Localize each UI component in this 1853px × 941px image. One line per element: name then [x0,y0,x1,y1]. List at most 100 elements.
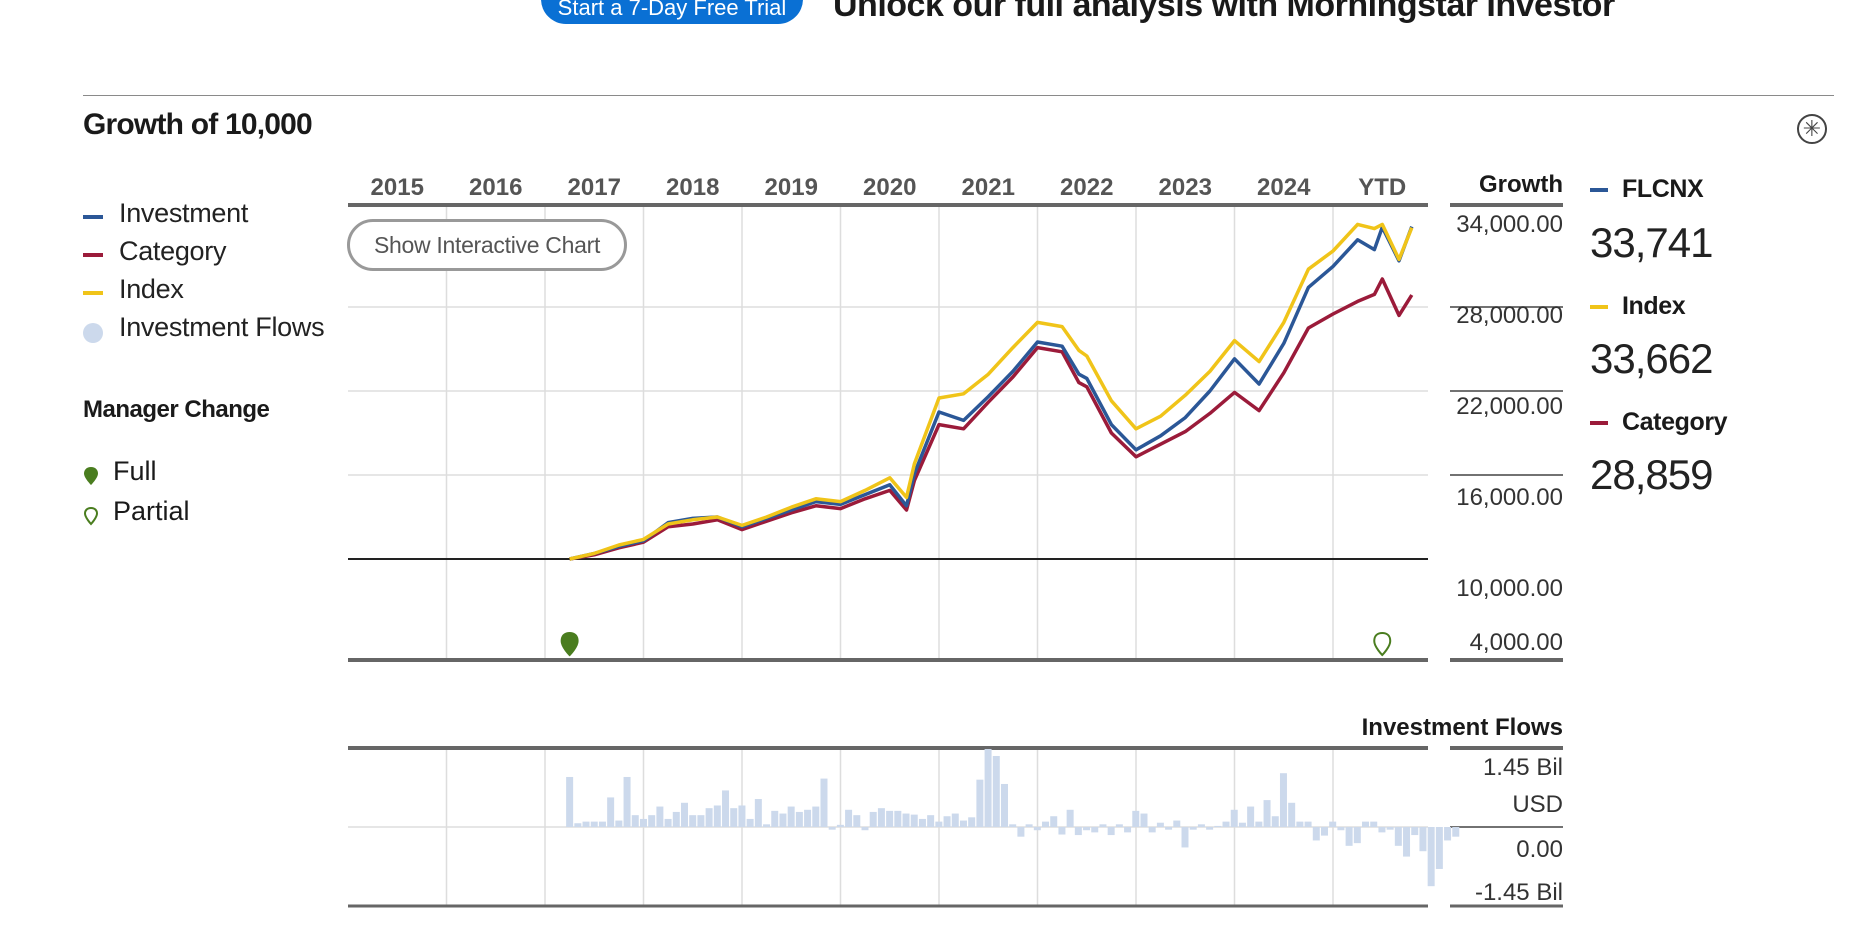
flow-bar [713,805,721,827]
flow-bar [615,820,623,827]
show-interactive-chart-button[interactable]: Show Interactive Chart [347,219,627,271]
flow-bar [845,809,853,827]
flow-bar [1140,813,1148,827]
expand-icon[interactable]: ✳ [1797,114,1827,144]
pin-filled-icon [84,467,98,485]
flow-bar [738,805,746,827]
flow-bar [1362,821,1370,827]
flow-bar [812,806,820,827]
flow-bar [1033,827,1041,831]
free-trial-button[interactable]: Start a 7-Day Free Trial [541,0,803,24]
flow-bar [763,824,771,827]
flow-bar [1296,821,1304,827]
flow-bar [1288,802,1296,827]
manager-change-title: Manager Change [83,396,270,423]
flow-bar [828,827,836,830]
flow-bar [1247,806,1255,827]
flow-bar [1419,827,1427,852]
flow-bar [1312,827,1320,841]
year-label: 2023 [1159,174,1212,201]
flows-tick-label: 0.00 [1516,836,1563,863]
flow-bar [680,802,688,827]
flow-bar [689,815,697,827]
flow-bar [656,806,664,827]
flow-bar [1025,824,1033,827]
flow-bar [1230,809,1238,827]
flow-bar [935,821,943,827]
flow-bar [590,821,598,827]
section-title: Growth of 10,000 [83,108,313,141]
flow-bar [1083,827,1091,831]
flow-bar [1000,783,1008,827]
flow-bar [836,824,844,827]
year-label: 2018 [666,174,719,201]
year-label: 2021 [962,174,1015,201]
investment-line-icon [83,215,103,219]
flow-bar [730,808,738,827]
flow-bar [820,778,828,827]
section-divider [83,95,1834,96]
manager-full-label: Full [113,456,157,486]
index-line-icon [83,291,103,295]
flow-bar [705,808,713,827]
flow-bar [1189,827,1197,830]
flow-bar [943,816,951,827]
flow-bar [1263,800,1271,827]
flow-bar [1197,824,1205,827]
flow-bar [1279,773,1287,827]
flow-bar [1042,821,1050,827]
flow-bar [722,790,730,827]
flow-bar [566,776,574,827]
flow-bar [886,810,894,827]
flow-bar [1378,827,1386,833]
y-tick-label: 34,000.00 [1456,211,1563,238]
flow-bar [869,811,877,827]
flow-bar [1058,827,1066,835]
flow-bar [861,827,869,831]
flows-tick-label: -1.45 Bil [1475,879,1563,906]
summary-name-investment: FLCNX [1590,175,1704,204]
flow-bar [1353,827,1361,844]
growth-axis-header: Growth [1479,171,1563,198]
flow-bar [1403,827,1411,857]
y-tick-label: 4,000.00 [1470,629,1563,656]
y-tick-label: 22,000.00 [1456,393,1563,420]
y-tick-label: 16,000.00 [1456,484,1563,511]
flow-bar [984,749,992,827]
flow-bar [1156,822,1164,827]
flow-bar [1238,822,1246,827]
flow-bar [582,821,590,827]
year-label: 2022 [1060,174,1113,201]
summary-name-category: Category [1590,408,1728,437]
category-line-icon [1590,421,1608,426]
pin-outline-icon [83,506,99,526]
flow-bar [771,810,779,827]
flow-bar [1435,827,1443,869]
flow-bar [1132,810,1140,827]
flow-bar [968,817,976,827]
flow-bar [894,810,902,827]
flow-bar [1304,821,1312,827]
manager-change-full-marker[interactable] [560,631,579,657]
y-tick-label: 28,000.00 [1456,302,1563,329]
flow-bar [1165,827,1173,830]
flow-bar [754,799,762,827]
y-tick-label: 10,000.00 [1456,575,1563,602]
manager-change-partial-marker[interactable] [1373,631,1392,657]
flow-bar [951,813,959,827]
summary-value-index: 33,662 [1590,335,1713,382]
flow-bar [853,815,861,827]
flow-bar [1271,816,1279,827]
year-label: 2016 [469,174,522,201]
flow-bar [1115,824,1123,827]
flow-bar [877,808,885,827]
summary-value-investment: 33,741 [1590,219,1713,266]
promo-headline: Unlock our full analysis with Morningsta… [833,0,1615,24]
flows-tick-label: 1.45 Bil [1483,754,1563,781]
year-label: 2019 [765,174,818,201]
flow-bar [631,815,639,827]
year-label: 2024 [1257,174,1311,201]
flow-bar [623,776,631,827]
year-label: 2015 [371,174,424,201]
flow-bar [1148,827,1156,833]
